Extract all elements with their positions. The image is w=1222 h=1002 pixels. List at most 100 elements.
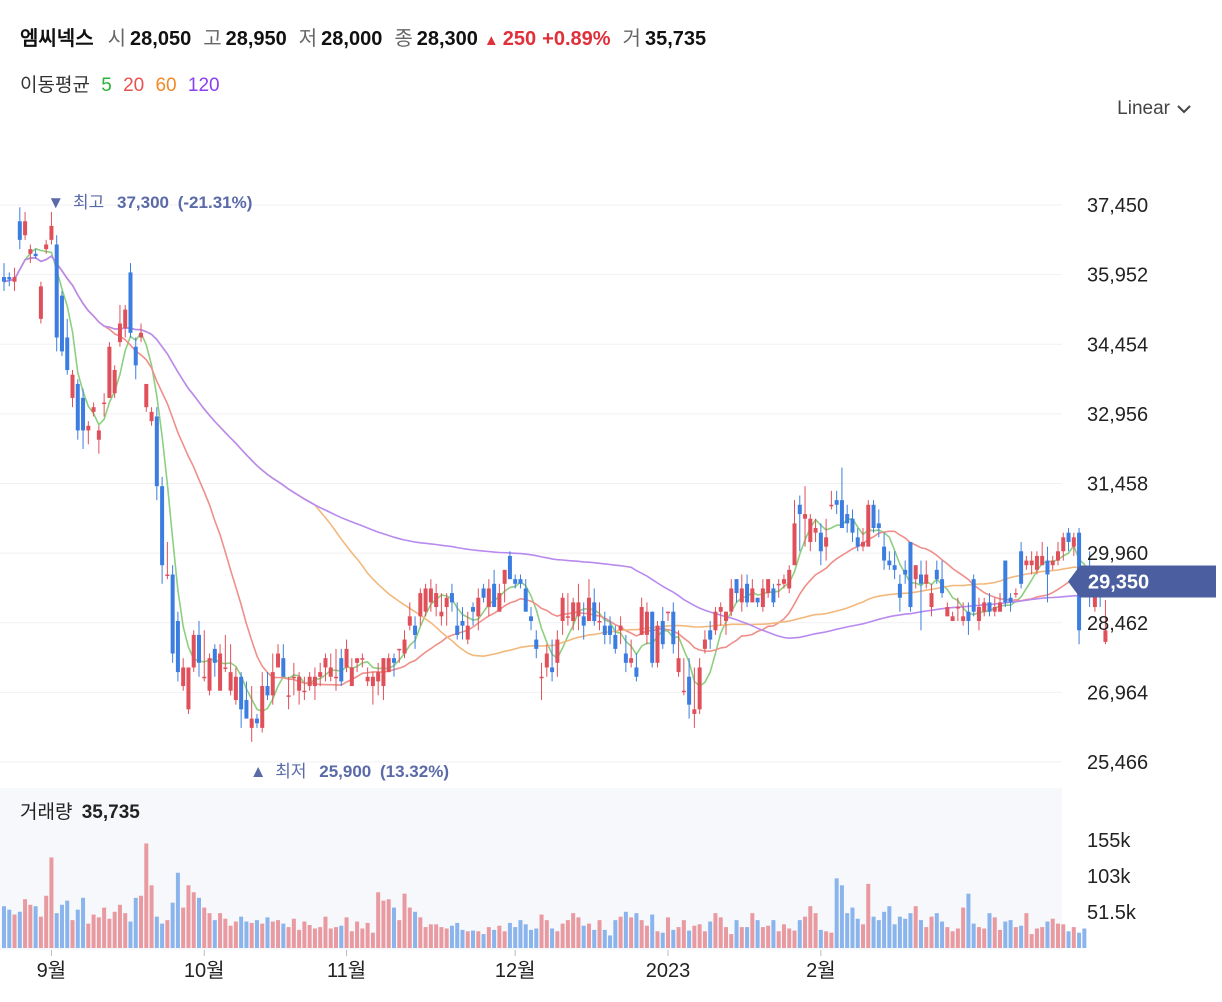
candle-body [449,593,454,603]
scale-dropdown[interactable]: Linear [1117,98,1192,120]
candle-body [481,588,486,598]
candle-body [550,667,555,673]
volume-bar [460,929,465,948]
candle-body [38,286,43,319]
volume-bar [513,927,518,948]
candle [918,560,923,631]
candle-body [671,611,676,645]
volume-value: 35,735 [644,28,707,50]
candle [286,676,291,710]
candle-body [418,593,423,617]
candle [755,597,760,608]
volume-bar [555,931,560,948]
x-tick-label: 9월 [37,959,67,982]
candle [28,244,33,264]
volume-bar [265,917,270,948]
candle [560,593,565,635]
volume-bar [455,922,460,948]
volume-bar [228,925,233,948]
volume-bar [407,907,412,948]
volume-panel-bg [0,788,1062,950]
candle [23,211,28,240]
volume-bar [592,929,597,948]
volume-bar [355,921,360,948]
volume-bar [781,924,786,948]
candle-body [924,574,929,584]
candle [808,514,813,552]
candle [2,263,6,291]
volume-bar [86,923,91,948]
candle-body [565,616,570,618]
candle-body [312,676,317,687]
volume-bar [334,927,339,948]
volume-bar [223,918,228,948]
candle [181,658,186,691]
candle-body [918,574,923,584]
y-tick-label: 34,454 [1087,334,1148,356]
ma120-legend[interactable]: 120 [187,75,220,96]
candle-body [666,611,671,614]
candle [1066,528,1071,552]
candle-body [555,639,560,663]
candle [940,560,945,598]
volume-bar [544,920,549,948]
volume-bar [328,928,333,948]
candle [128,263,133,338]
volume-bar [7,909,12,948]
ma20-legend[interactable]: 20 [123,75,145,96]
ma60-legend[interactable]: 60 [155,75,177,96]
volume-bar [655,931,660,948]
candle [244,681,249,719]
candle-body [787,569,792,589]
volume-bar [571,913,576,948]
ma5-legend[interactable]: 5 [101,75,112,96]
candle-body [855,537,860,547]
candle-body [1050,560,1055,566]
volume-bar [65,900,70,948]
volume-bar [128,921,133,948]
candle [123,304,128,338]
candle [207,653,212,696]
candle-body [523,588,528,612]
candle-body [460,620,465,626]
volume-bar [934,913,939,948]
volume-bar [423,927,428,948]
candle-body [228,672,233,691]
volume-bar [803,916,808,948]
candle [160,476,165,584]
candle [613,625,618,654]
candle-body [302,690,307,693]
candle-body [845,514,850,524]
candle-body [133,346,138,366]
candle [1024,555,1029,570]
candle [544,644,549,677]
candle-body [729,588,734,612]
candle-body [207,658,212,691]
volume-bar [529,929,533,948]
low-label: 저 [298,28,318,50]
candle-body [887,560,892,566]
candle [771,583,776,608]
volume-bar [465,931,470,948]
candle-body [1034,555,1039,570]
candle [218,644,223,691]
candle-body [149,411,154,422]
candle [318,662,323,687]
scale-label: Linear [1117,98,1170,119]
candle-body [170,574,175,654]
candle [460,607,465,640]
volume-bar [376,892,381,948]
candle-body [929,593,934,608]
volume-bar [1019,925,1024,948]
candle-body [1056,551,1060,561]
candle-body [544,653,549,668]
volume-bar [966,893,971,948]
ma20-line [3,255,1106,686]
candle [397,648,402,663]
moving-average-legend: 이동평균 5 20 60 120 [20,70,226,97]
candle [381,658,386,700]
volume-bar [702,931,707,948]
candle [666,611,671,621]
volume-bar [908,913,913,948]
